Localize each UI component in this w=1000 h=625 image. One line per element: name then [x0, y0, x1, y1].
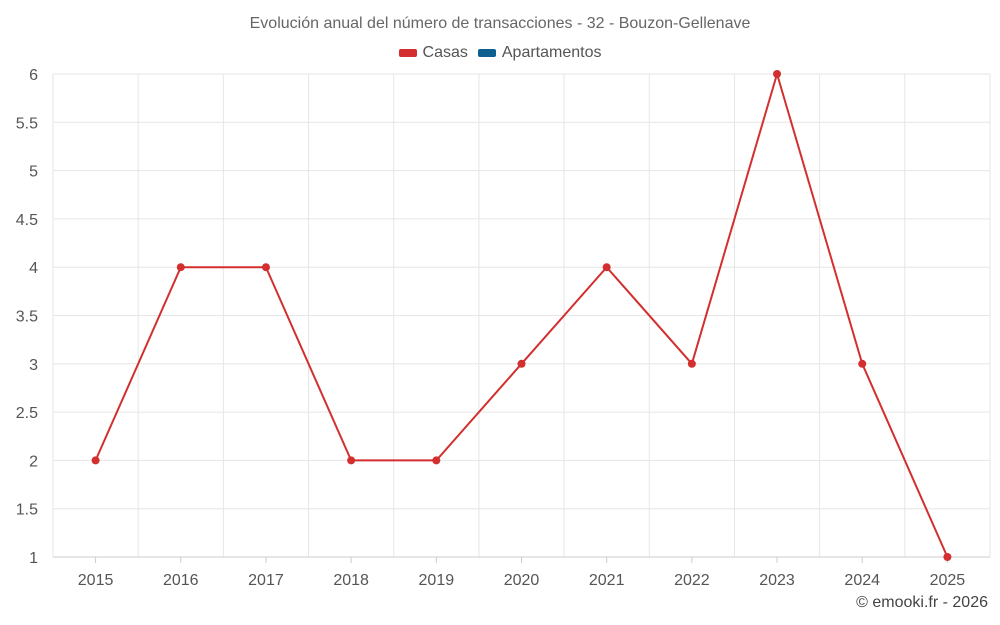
x-tick-label: 2020: [504, 572, 540, 589]
y-tick-label: 3: [29, 357, 38, 374]
chart-legend: Casas Apartamentos: [0, 44, 1000, 62]
legend-label-apartamentos: Apartamentos: [501, 44, 602, 61]
legend-item-casas[interactable]: Casas: [398, 44, 468, 62]
data-point-casas: [687, 359, 696, 368]
x-tick-label: 2015: [78, 572, 114, 589]
y-tick-label: 6: [29, 67, 38, 84]
x-tick-label: 2021: [589, 572, 625, 589]
data-point-casas: [858, 359, 867, 368]
legend-swatch-apartamentos: [477, 49, 496, 57]
data-point-casas: [261, 263, 270, 272]
x-tick-label: 2023: [759, 572, 795, 589]
credit-text: © emooki.fr - 2026: [856, 594, 988, 611]
x-tick-label: 2022: [674, 572, 710, 589]
x-tick-label: 2016: [163, 572, 199, 589]
data-point-casas: [347, 456, 356, 465]
x-tick-label: 2025: [930, 572, 966, 589]
chart-title: Evolución anual del número de transaccio…: [249, 15, 751, 32]
data-point-casas: [432, 456, 441, 465]
x-tick-label: 2017: [248, 572, 284, 589]
y-tick-label: 5: [29, 164, 38, 181]
legend-item-apartamentos[interactable]: Apartamentos: [477, 44, 602, 62]
data-point-casas: [773, 70, 782, 78]
y-tick-label: 3.5: [16, 309, 38, 326]
y-tick-label: 2.5: [16, 405, 38, 422]
data-point-casas: [943, 553, 952, 561]
x-tick-label: 2019: [419, 572, 455, 589]
x-tick-label: 2024: [844, 572, 880, 589]
data-point-casas: [602, 263, 611, 272]
y-tick-label: 1.5: [16, 502, 38, 519]
legend-label-casas: Casas: [422, 44, 468, 61]
y-tick-label: 4: [29, 260, 38, 277]
x-tick-label: 2018: [333, 572, 369, 589]
data-point-casas: [91, 456, 100, 465]
data-point-casas: [176, 263, 185, 272]
legend-swatch-casas: [398, 49, 417, 57]
data-point-casas: [517, 359, 526, 368]
y-tick-label: 4.5: [16, 212, 38, 229]
y-tick-label: 2: [29, 453, 38, 470]
y-tick-label: 1: [29, 550, 38, 567]
y-tick-label: 5.5: [16, 115, 38, 132]
